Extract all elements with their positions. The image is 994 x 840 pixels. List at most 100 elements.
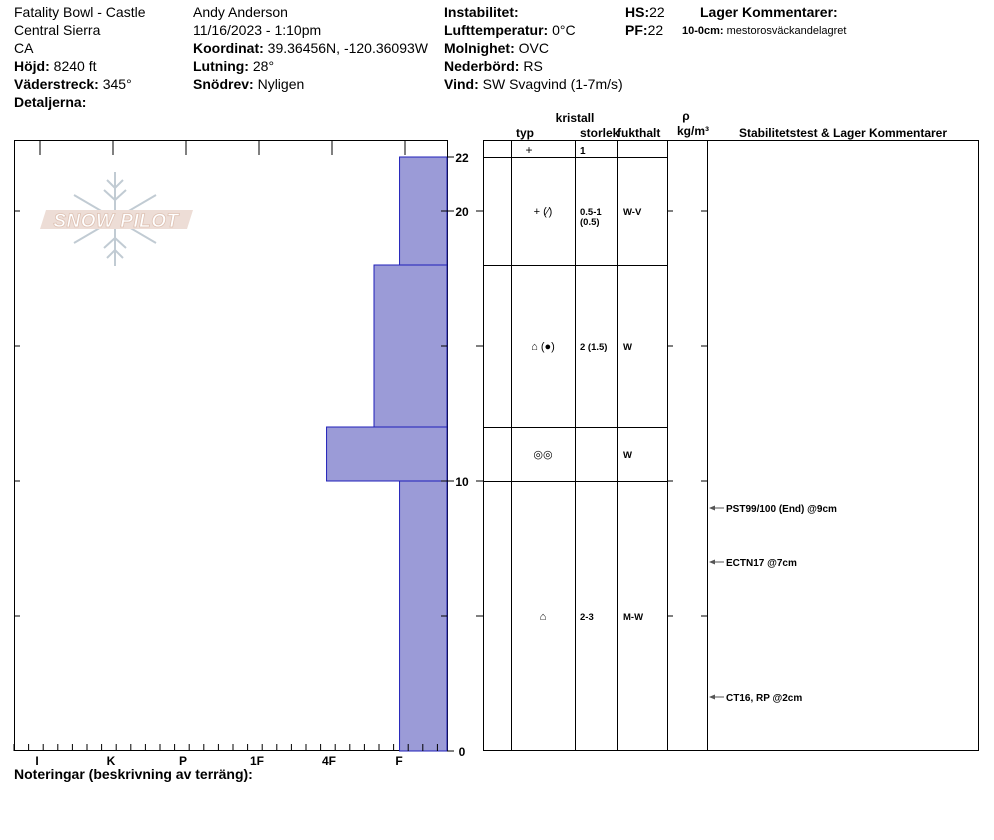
stability-arrowhead <box>709 505 715 511</box>
hardness-label: I <box>35 754 38 768</box>
details: Detaljerna: <box>14 93 86 111</box>
cloud-label: Molnighet: <box>444 40 515 56</box>
layer-type: ⌂ (●) <box>531 341 555 353</box>
hs-label: HS: <box>625 4 650 20</box>
hs-value: 22 <box>649 4 665 20</box>
layer-size-secondary: (0.5) <box>580 217 600 228</box>
elevation: Höjd: 8240 ft <box>14 57 96 75</box>
hardness-bar-0 <box>399 156 448 266</box>
left-axis-ticks <box>14 141 447 617</box>
col-type-header: typ <box>516 126 534 140</box>
slope: Lutning: 28° <box>193 57 274 75</box>
drift-label: Snödrev: <box>193 76 254 92</box>
layer-type: ⌂ <box>540 611 547 623</box>
layer-moisture: M-W <box>623 612 643 623</box>
layer-moisture: W <box>623 450 632 461</box>
layer-comments-label: Lager Kommentarer: <box>700 4 838 20</box>
notes-label: Noteringar (beskrivning av terräng): <box>14 766 253 782</box>
precip-value: RS <box>523 58 543 74</box>
hardness-bar-2 <box>326 426 448 482</box>
wind-label: Vind: <box>444 76 479 92</box>
hardness-plot-frame <box>14 140 448 751</box>
layer-moisture: W <box>623 342 632 353</box>
precip: Nederbörd: RS <box>444 57 543 75</box>
cloud-value: OVC <box>518 40 549 56</box>
surface-type: + <box>525 143 532 157</box>
layer-comment: 10-0cm: mestorosväckandelagret <box>682 22 846 40</box>
precip-label: Nederbörd: <box>444 58 520 74</box>
layer-comment-range: 10-0cm: <box>682 25 724 37</box>
pf-value: 22 <box>647 22 664 38</box>
stability-tests: PST99/100 (End) @9cm ECTN17 @7cm CT16, RP … <box>709 504 837 704</box>
hs: HS:22 <box>625 3 665 21</box>
slope-value: 28° <box>252 58 275 74</box>
instability: Instabilitet: <box>444 3 519 21</box>
datetime: 11/16/2023 - 1:10pm <box>193 22 322 38</box>
elevation-value: 8240 ft <box>53 58 97 74</box>
col-size-header: storlek <box>580 126 620 140</box>
pf: PF:22 <box>625 21 663 39</box>
location-line3: CA <box>14 40 34 56</box>
height-label: 22 <box>455 151 469 165</box>
hardness-axis: I K P 1F 4F F <box>13 744 438 768</box>
layer-type: + (⁄) <box>534 206 553 218</box>
layer-size: 2 (1.5) <box>580 342 607 353</box>
cloud: Molnighet: OVC <box>444 39 549 57</box>
hardness-label: 1F <box>250 754 264 768</box>
layer-type: ◎◎ <box>533 449 552 461</box>
drift: Snödrev: Nyligen <box>193 75 304 93</box>
height-label: 20 <box>455 205 469 219</box>
pf-label: PF: <box>625 22 648 38</box>
column-headers: kristall typ storlek fukthalt ρ kg/m³ St… <box>516 109 947 140</box>
stability-arrowhead <box>709 559 715 565</box>
layer-size: 0.5-1 <box>580 207 602 218</box>
hardness-bar-3 <box>399 480 448 752</box>
aspect: Väderstreck: 345° <box>14 75 132 93</box>
snowpilot-logo: SNOW PILOT <box>40 172 193 266</box>
aspect-label: Väderstreck: <box>14 76 99 92</box>
height-axis: 0 10 20 22 <box>447 151 469 759</box>
details-label: Detaljerna: <box>14 94 87 110</box>
hardness-bars <box>326 156 448 752</box>
table-ticks <box>476 210 707 617</box>
aspect-value: 345° <box>102 76 132 92</box>
layer-size: 2-3 <box>580 612 594 623</box>
layer-table-rows: +1 + (⁄) 0.5-1(0.5) W-V ⌂ (●) 2 (1.5) W ◎◎ W ⌂ 2-3… <box>483 143 667 623</box>
hardness-label: 4F <box>322 754 336 768</box>
col-stability-header: Stabilitetstest & Lager Kommentarer <box>739 126 947 140</box>
slope-label: Lutning: <box>193 58 249 74</box>
hardness-label: K <box>107 754 116 768</box>
col-density-header: kg/m³ <box>677 124 709 138</box>
hardness-bar-1 <box>373 264 448 428</box>
instability-label: Instabilitet: <box>444 4 519 20</box>
surface-size: 1 <box>580 146 586 157</box>
layer-table-frame <box>483 140 979 751</box>
coordinate-value: 39.36456N, -120.36093W <box>267 40 428 56</box>
observer: Andy Anderson <box>193 4 288 20</box>
coordinate-label: Koordinat: <box>193 40 264 56</box>
height-label: 10 <box>455 475 469 489</box>
layer-moisture: W-V <box>623 207 642 218</box>
drift-value: Nyligen <box>257 76 305 92</box>
col-moisture-header: fukthalt <box>617 126 660 140</box>
coordinate: Koordinat: 39.36456N, -120.36093W <box>193 39 428 57</box>
stability-test-label: PST99/100 (End) @9cm <box>726 504 837 515</box>
layer-comments-heading: Lager Kommentarer: <box>700 3 838 21</box>
hardness-label: F <box>395 754 402 768</box>
elevation-label: Höjd: <box>14 58 50 74</box>
stability-test-label: ECTN17 @7cm <box>726 558 797 569</box>
col-rho-header: ρ <box>682 109 689 123</box>
wind: Vind: SW Svagvind (1-7m/s) <box>444 75 623 93</box>
logo-text: SNOW PILOT <box>53 211 179 232</box>
hardness-label: P <box>179 754 187 768</box>
col-crystal-header: kristall <box>556 111 595 125</box>
header: Fatality Bowl - Castle Central Sierra CA… <box>0 0 994 110</box>
air-temp-label: Lufttemperatur: <box>444 22 549 38</box>
stability-arrowhead <box>709 694 715 700</box>
logo-banner <box>40 210 193 229</box>
air-temp-value: 0°C <box>552 22 576 38</box>
air-temp: Lufttemperatur: 0°C <box>444 21 576 39</box>
stability-test-label: CT16, RP @2cm <box>726 693 802 704</box>
height-label: 0 <box>459 745 466 759</box>
